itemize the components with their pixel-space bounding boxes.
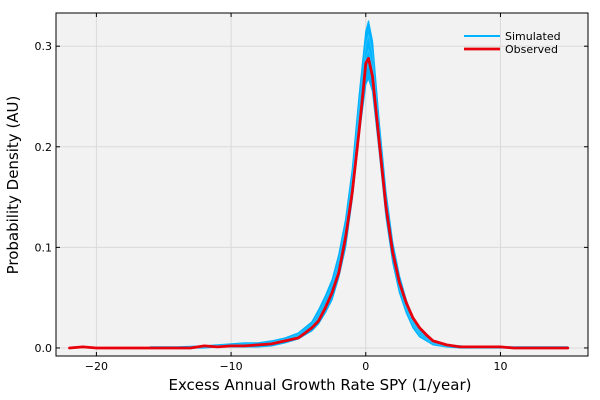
legend-label-simulated: Simulated: [505, 30, 561, 43]
y-tick-label: 0.0: [35, 342, 53, 355]
y-tick-label: 0.1: [35, 241, 53, 254]
y-axis-label: Probability Density (AU): [4, 96, 22, 275]
x-tick-label: −10: [219, 360, 242, 373]
x-tick-label: 0: [362, 360, 369, 373]
plot-background: [56, 13, 588, 356]
plot-frame: [55, 12, 589, 357]
x-axis-label: Excess Annual Growth Rate SPY (1/year): [168, 376, 471, 394]
x-tick-label: 10: [493, 360, 507, 373]
legend-label-observed: Observed: [505, 43, 558, 56]
x-tick-label: −20: [85, 360, 108, 373]
plot-area: −20 −10 0 10 0.0 0.1 0.2 0.3: [35, 12, 589, 373]
series-group: [68, 20, 570, 350]
observed-line: [68, 56, 570, 350]
y-tick-label: 0.2: [35, 141, 53, 154]
y-tick-label: 0.3: [35, 40, 53, 53]
